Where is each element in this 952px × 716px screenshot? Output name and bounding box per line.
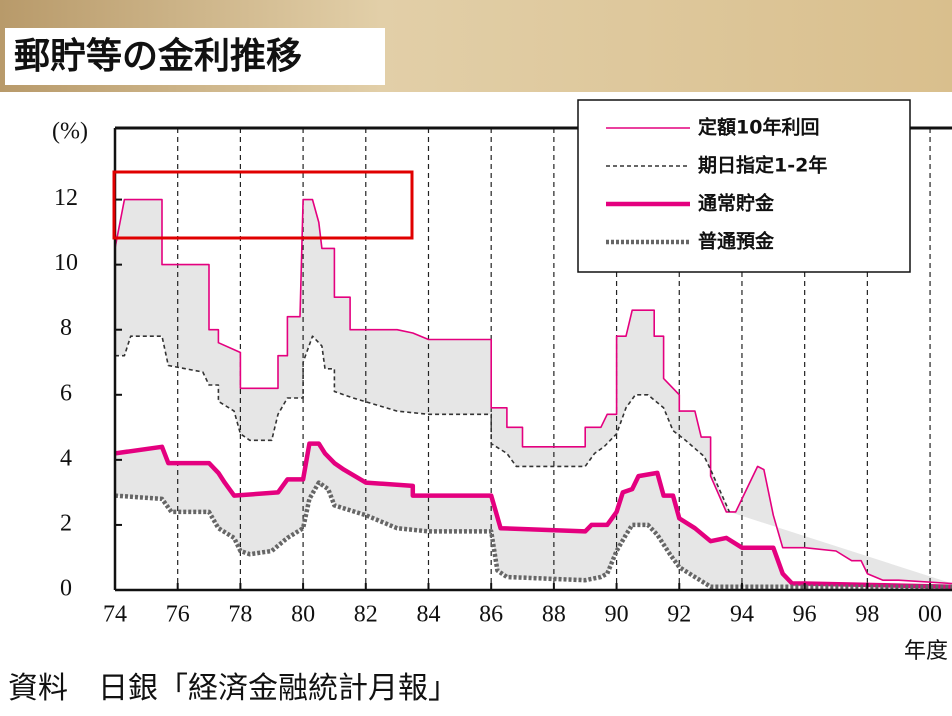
y-unit-label: (%) bbox=[52, 119, 88, 145]
x-tick-label: 00 bbox=[918, 602, 942, 628]
x-axis-label: 年度 bbox=[904, 639, 948, 664]
legend-label: 定額10年利回 bbox=[698, 116, 819, 139]
x-tick-label: 78 bbox=[228, 602, 252, 628]
series-line bbox=[115, 198, 952, 585]
legend-label: 期日指定1-2年 bbox=[698, 154, 827, 177]
y-tick-label: 4 bbox=[60, 445, 72, 471]
x-tick-label: 84 bbox=[416, 602, 440, 628]
highlight-box bbox=[112, 170, 414, 240]
x-tick-label: 90 bbox=[605, 602, 629, 628]
x-tick-label: 80 bbox=[291, 602, 315, 628]
series-line bbox=[115, 441, 952, 589]
x-tick-label: 74 bbox=[103, 602, 127, 628]
source-note: 資料 日銀「経済金融統計月報」 bbox=[8, 671, 458, 706]
x-tick-label: 94 bbox=[730, 602, 754, 628]
x-tick-label: 98 bbox=[855, 602, 879, 628]
series-line bbox=[115, 335, 731, 513]
x-tick-label: 86 bbox=[479, 602, 503, 628]
y-tick-label: 0 bbox=[60, 576, 72, 602]
y-tick-label: 6 bbox=[60, 380, 72, 406]
y-tick-label: 2 bbox=[60, 510, 72, 536]
y-tick-label: 10 bbox=[54, 250, 78, 276]
x-tick-label: 88 bbox=[542, 602, 566, 628]
shaded-band bbox=[115, 443, 952, 587]
x-tick-label: 96 bbox=[793, 602, 817, 628]
slide-title: 郵貯等の金利推移 bbox=[14, 35, 302, 77]
series-line bbox=[115, 480, 952, 589]
x-tick-label: 92 bbox=[667, 602, 691, 628]
shaded-band bbox=[115, 199, 952, 584]
y-tick-label: 12 bbox=[54, 185, 78, 211]
legend-label: 普通預金 bbox=[698, 230, 775, 253]
x-tick-label: 82 bbox=[354, 602, 378, 628]
x-tick-label: 76 bbox=[166, 602, 190, 628]
plot-area: 74 76 78 80 82 84 86 88 90 92 94 96 98 00024681012定額1… bbox=[54, 99, 952, 628]
y-tick-label: 8 bbox=[60, 315, 72, 341]
legend-label: 通常貯金 bbox=[698, 192, 775, 215]
title-box bbox=[5, 28, 385, 85]
